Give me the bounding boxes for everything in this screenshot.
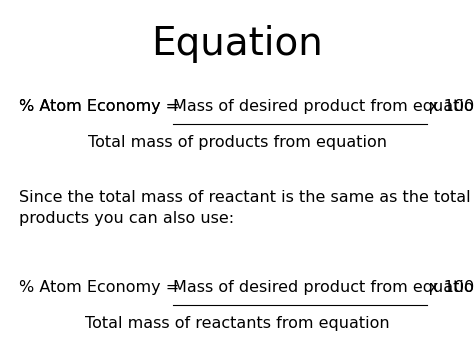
Text: % Atom Economy =: % Atom Economy = — [19, 99, 184, 114]
Text: % Atom Economy =: % Atom Economy = — [19, 99, 184, 114]
Text: x 100: x 100 — [424, 99, 474, 114]
Text: Since the total mass of reactant is the same as the total mass of
products you c: Since the total mass of reactant is the … — [19, 190, 474, 226]
Text: Mass of desired product from equation: Mass of desired product from equation — [173, 99, 474, 114]
Text: Total mass of reactants from equation: Total mass of reactants from equation — [85, 316, 389, 331]
Text: Equation: Equation — [151, 25, 323, 63]
Text: % Atom Economy =: % Atom Economy = — [19, 280, 184, 295]
Text: Total mass of products from equation: Total mass of products from equation — [88, 135, 386, 150]
Text: x 100: x 100 — [424, 280, 474, 295]
Text: Mass of desired product from equation: Mass of desired product from equation — [173, 280, 474, 295]
